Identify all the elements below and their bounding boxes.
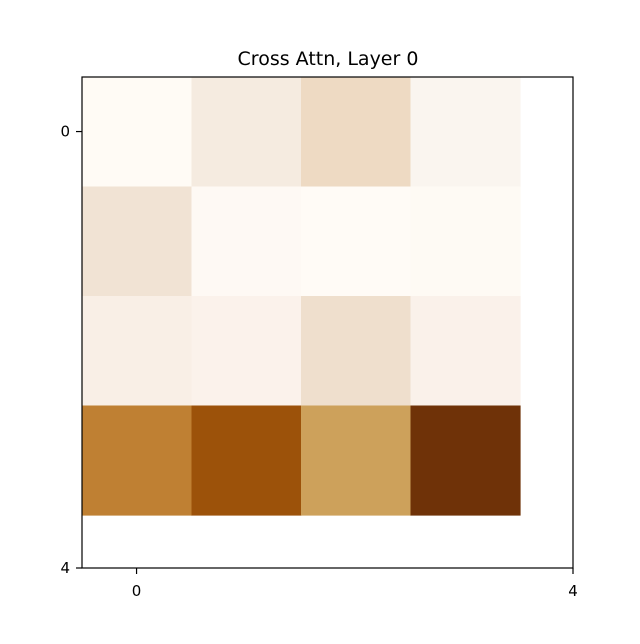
- heatmap-cell: [82, 296, 193, 407]
- x-tick-label: 0: [132, 582, 142, 600]
- heatmap-cell: [82, 186, 193, 297]
- y-axis-ticks: 04: [60, 123, 82, 577]
- heatmap-cell: [301, 405, 412, 516]
- heatmap-cell: [410, 405, 521, 516]
- y-tick-label: 4: [60, 559, 70, 577]
- heatmap-cell: [410, 77, 521, 188]
- heatmap-cell: [191, 186, 302, 297]
- heatmap-cell: [301, 77, 412, 188]
- y-tick-label: 0: [60, 123, 70, 141]
- heatmap-cell: [191, 405, 302, 516]
- chart-title: Cross Attn, Layer 0: [238, 48, 419, 70]
- heatmap-cell: [82, 405, 193, 516]
- heatmap-cell: [191, 77, 302, 188]
- heatmap-cell: [82, 77, 193, 188]
- heatmap-cell: [301, 296, 412, 407]
- heatmap-cell: [301, 186, 412, 297]
- heatmap-cell: [410, 296, 521, 407]
- heatmap-cell: [410, 186, 521, 297]
- x-tick-label: 4: [568, 582, 578, 600]
- axes-frame: [81, 76, 574, 569]
- heatmap-cells: [82, 77, 521, 516]
- heatmap-cell: [191, 296, 302, 407]
